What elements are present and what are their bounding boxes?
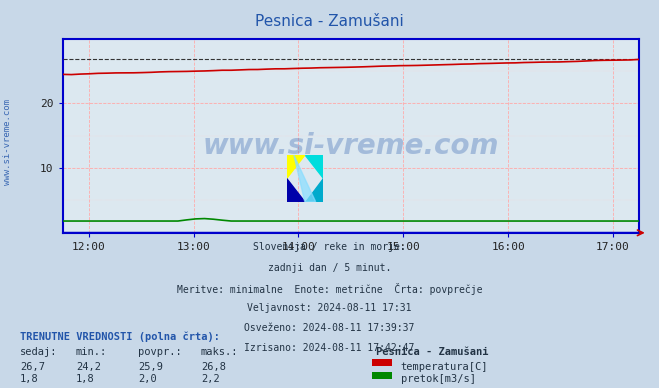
Text: Veljavnost: 2024-08-11 17:31: Veljavnost: 2024-08-11 17:31 <box>247 303 412 313</box>
Text: 1,8: 1,8 <box>76 374 94 385</box>
Text: 2,2: 2,2 <box>201 374 219 385</box>
Text: pretok[m3/s]: pretok[m3/s] <box>401 374 476 385</box>
Text: 25,9: 25,9 <box>138 362 163 372</box>
Text: Meritve: minimalne  Enote: metrične  Črta: povprečje: Meritve: minimalne Enote: metrične Črta:… <box>177 283 482 295</box>
Text: Pesnica - Zamušani: Pesnica - Zamušani <box>255 14 404 29</box>
Text: 2,0: 2,0 <box>138 374 157 385</box>
Text: 26,8: 26,8 <box>201 362 226 372</box>
Text: sedaj:: sedaj: <box>20 347 57 357</box>
Polygon shape <box>304 155 323 178</box>
Text: 1,8: 1,8 <box>20 374 38 385</box>
Text: www.si-vreme.com: www.si-vreme.com <box>3 99 13 185</box>
Text: 26,7: 26,7 <box>20 362 45 372</box>
Text: TRENUTNE VREDNOSTI (polna črta):: TRENUTNE VREDNOSTI (polna črta): <box>20 332 219 342</box>
Polygon shape <box>294 155 316 202</box>
Text: povpr.:: povpr.: <box>138 347 182 357</box>
Text: zadnji dan / 5 minut.: zadnji dan / 5 minut. <box>268 263 391 273</box>
Polygon shape <box>287 155 304 178</box>
Text: Pesnica - Zamušani: Pesnica - Zamušani <box>376 347 488 357</box>
Text: Slovenija / reke in morje.: Slovenija / reke in morje. <box>253 242 406 253</box>
Text: min.:: min.: <box>76 347 107 357</box>
Polygon shape <box>287 178 304 202</box>
Text: maks.:: maks.: <box>201 347 239 357</box>
Text: 24,2: 24,2 <box>76 362 101 372</box>
Text: temperatura[C]: temperatura[C] <box>401 362 488 372</box>
Text: www.si-vreme.com: www.si-vreme.com <box>203 132 499 159</box>
Text: Izrisano: 2024-08-11 17:42:47: Izrisano: 2024-08-11 17:42:47 <box>244 343 415 353</box>
Text: Osveženo: 2024-08-11 17:39:37: Osveženo: 2024-08-11 17:39:37 <box>244 323 415 333</box>
Polygon shape <box>304 178 323 202</box>
